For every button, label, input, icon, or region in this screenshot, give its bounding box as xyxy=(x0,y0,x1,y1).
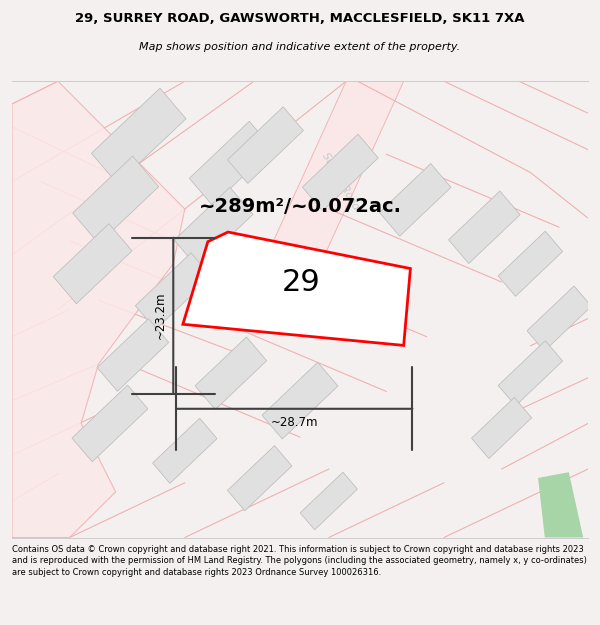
Polygon shape xyxy=(472,398,532,459)
Text: ~28.7m: ~28.7m xyxy=(271,416,318,429)
Polygon shape xyxy=(343,268,407,332)
Polygon shape xyxy=(183,232,410,346)
Text: ~289m²/~0.072ac.: ~289m²/~0.072ac. xyxy=(199,197,401,216)
Polygon shape xyxy=(136,253,211,329)
Polygon shape xyxy=(174,188,253,268)
Polygon shape xyxy=(498,231,563,296)
Polygon shape xyxy=(300,472,358,530)
Text: Surrey Road: Surrey Road xyxy=(320,151,361,212)
Text: 29, SURREY ROAD, GAWSWORTH, MACCLESFIELD, SK11 7XA: 29, SURREY ROAD, GAWSWORTH, MACCLESFIELD… xyxy=(75,12,525,25)
Polygon shape xyxy=(262,362,338,439)
Polygon shape xyxy=(195,337,266,409)
Polygon shape xyxy=(97,319,169,391)
Polygon shape xyxy=(498,341,563,406)
Polygon shape xyxy=(72,385,148,462)
Polygon shape xyxy=(91,88,186,184)
Polygon shape xyxy=(53,224,132,304)
Polygon shape xyxy=(73,156,158,244)
Polygon shape xyxy=(302,134,378,211)
Text: ~23.2m: ~23.2m xyxy=(154,292,166,339)
Polygon shape xyxy=(227,446,292,511)
Polygon shape xyxy=(449,191,520,264)
Polygon shape xyxy=(152,418,217,483)
Polygon shape xyxy=(190,121,272,206)
Polygon shape xyxy=(379,164,451,236)
Polygon shape xyxy=(538,472,583,538)
Polygon shape xyxy=(527,286,592,351)
Text: Map shows position and indicative extent of the property.: Map shows position and indicative extent… xyxy=(139,42,461,52)
Text: Contains OS data © Crown copyright and database right 2021. This information is : Contains OS data © Crown copyright and d… xyxy=(12,545,587,576)
Polygon shape xyxy=(242,81,404,309)
Text: 29: 29 xyxy=(281,268,320,297)
Polygon shape xyxy=(227,107,304,184)
Polygon shape xyxy=(12,81,185,538)
